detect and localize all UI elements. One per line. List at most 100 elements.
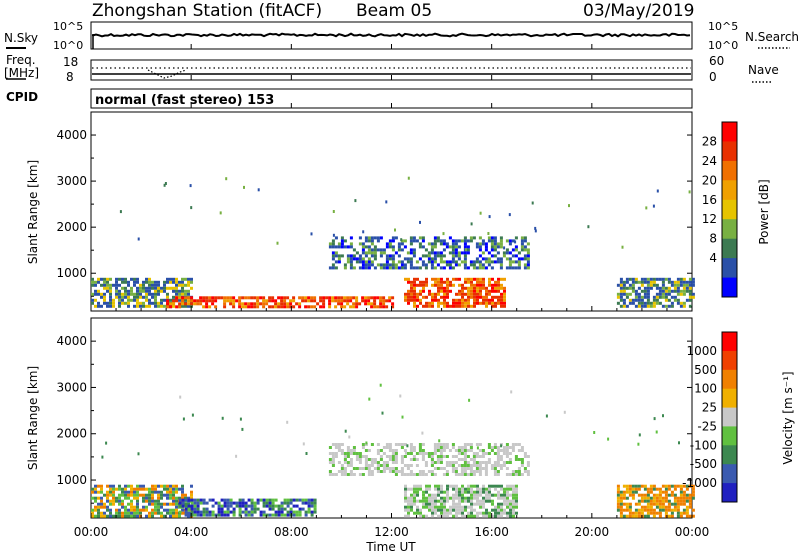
- data-cell: [472, 266, 476, 270]
- data-cell: [455, 505, 458, 509]
- data-cell: [409, 470, 413, 473]
- data-cell: [106, 505, 109, 509]
- data-cell: [145, 295, 148, 299]
- data-cell: [637, 487, 641, 491]
- data-cell: [440, 511, 443, 515]
- data-cell: [431, 295, 434, 299]
- data-cell: [94, 490, 97, 494]
- data-cell: [455, 502, 458, 506]
- data-cell: [259, 498, 263, 502]
- data-cell: [454, 473, 458, 476]
- data-cell: [175, 289, 178, 293]
- data-cell: [361, 263, 365, 267]
- data-cell: [508, 473, 512, 476]
- data-cell: [667, 304, 671, 308]
- data-cell: [364, 260, 368, 264]
- data-cell: [461, 511, 464, 515]
- data-cell: [121, 514, 124, 518]
- data-cell: [505, 443, 509, 446]
- data-cell: [367, 467, 371, 470]
- data-cell: [370, 305, 374, 309]
- data-cell: [184, 493, 187, 497]
- data-cell: [425, 304, 428, 308]
- data-cell: [437, 493, 440, 497]
- data-cell: [655, 295, 659, 299]
- x-tick-label: 08:00: [274, 525, 309, 539]
- data-cell: [154, 289, 157, 293]
- data-cell: [268, 507, 272, 511]
- data-cell: [337, 302, 341, 306]
- data-cell: [478, 467, 482, 470]
- data-cell: [256, 296, 260, 300]
- data-cell: [385, 245, 389, 249]
- data-cell: [646, 493, 650, 497]
- data-cell: [346, 452, 350, 455]
- data-cell: [673, 496, 677, 500]
- data-cell: [472, 470, 476, 473]
- data-cell: [193, 510, 197, 514]
- data-cell: [461, 496, 464, 500]
- data-cell: [187, 498, 191, 502]
- data-cell: [358, 467, 362, 470]
- data-cell: [442, 446, 446, 449]
- data-cell: [496, 242, 500, 246]
- data-cell: [115, 295, 118, 299]
- data-cell: [364, 455, 368, 458]
- data-cell: [619, 277, 623, 281]
- data-cell: [461, 499, 464, 503]
- data-cell: [133, 292, 136, 296]
- data-cell: [454, 239, 458, 243]
- data-cell: [94, 505, 97, 509]
- data-cell: [455, 277, 458, 281]
- data-cell: [190, 498, 194, 502]
- data-cell: [376, 248, 380, 252]
- data-cell: [434, 280, 437, 284]
- data-cell: [691, 292, 695, 296]
- data-cell: [133, 493, 136, 497]
- data-cell: [382, 251, 386, 255]
- data-cell: [628, 283, 632, 287]
- data-cell: [676, 511, 680, 515]
- data-cell: [679, 490, 683, 494]
- data-cell: [208, 498, 212, 502]
- data-cell: [133, 304, 136, 308]
- data-cell: [217, 513, 221, 517]
- data-cell: [463, 266, 467, 270]
- data-cell: [634, 502, 638, 506]
- data-cell: [688, 289, 692, 293]
- data-cell: [124, 490, 127, 494]
- data-cell: [691, 490, 695, 494]
- data-cell: [139, 487, 142, 491]
- data-cell: [265, 504, 269, 508]
- data-cell: [211, 299, 215, 303]
- data-cell: [443, 286, 446, 290]
- data-cell: [496, 452, 500, 455]
- data-cell: [464, 298, 467, 302]
- data-cell: [634, 298, 638, 302]
- data-cell: [136, 286, 139, 290]
- data-cell: [307, 507, 311, 511]
- data-cell: [172, 487, 175, 491]
- data-cell: [346, 260, 350, 264]
- data-cell: [493, 260, 497, 264]
- data-cell: [415, 239, 419, 243]
- data-cell: [511, 449, 515, 452]
- data-cell: [232, 299, 236, 303]
- data-cell: [419, 484, 422, 488]
- data-cell: [412, 251, 416, 255]
- data-cell: [430, 455, 434, 458]
- data-cell: [637, 484, 641, 488]
- data-cell: [463, 263, 467, 267]
- data-cell: [418, 257, 422, 261]
- data-cell: [416, 490, 419, 494]
- data-cell: [481, 467, 485, 470]
- data-cell: [485, 298, 488, 302]
- data-cell: [481, 263, 485, 267]
- data-cell: [247, 296, 251, 300]
- data-cell: [520, 464, 524, 467]
- data-cell: [478, 242, 482, 246]
- data-cell: [211, 296, 215, 300]
- data-cell: [503, 277, 506, 281]
- data-cell: [485, 286, 488, 290]
- data-cell: [496, 257, 500, 261]
